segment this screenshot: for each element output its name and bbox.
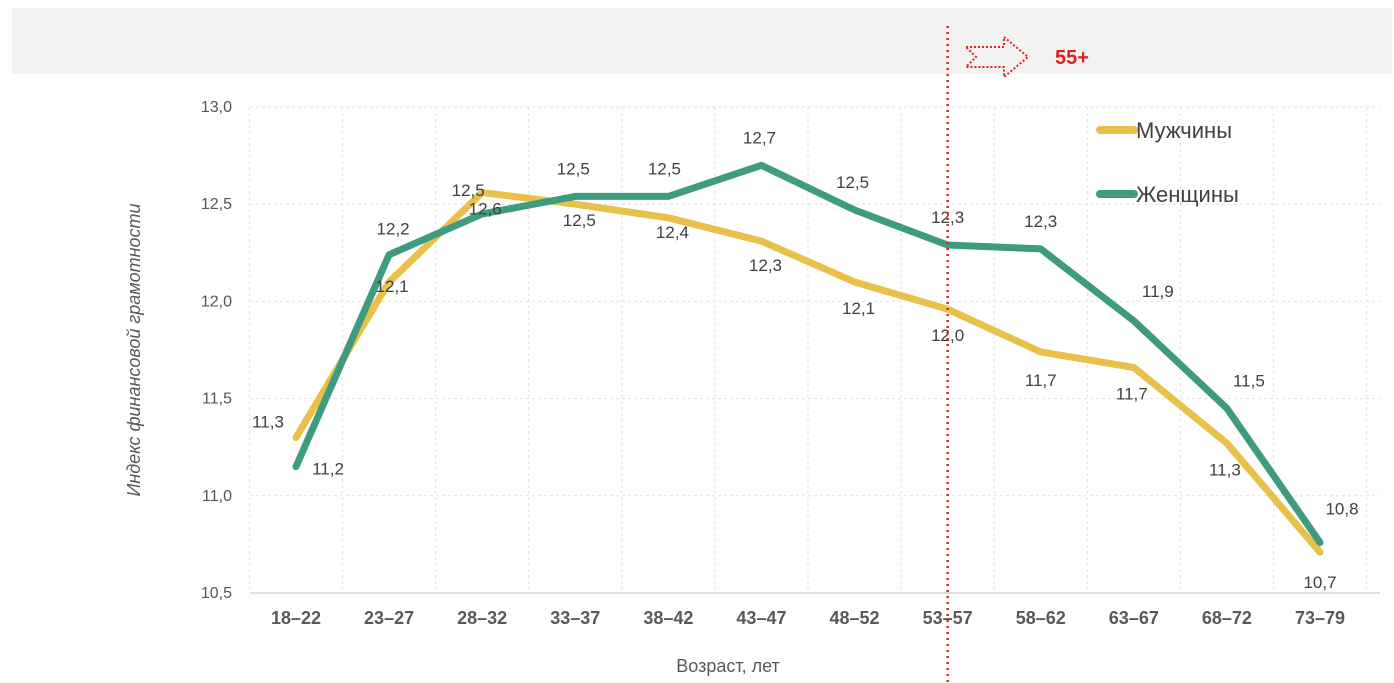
x-tick-label: 48–52 [830,608,880,628]
y-tick-label: 13,0 [201,99,232,116]
header-band [12,8,1392,74]
data-label-women: 12,5 [557,159,590,178]
x-tick-label: 68–72 [1202,608,1252,628]
y-tick-label: 12,0 [201,293,232,310]
x-tick-label: 33–37 [550,608,600,628]
y-tick-label: 12,5 [201,196,232,213]
x-axis-ticks: 18–22 23–27 28–32 33–37 38–42 43–47 48–52 53–57… [271,608,1345,628]
y-tick-label: 10,5 [201,585,232,602]
data-label-men: 11,7 [1025,371,1057,390]
data-label-men: 11,3 [252,412,284,431]
x-tick-label: 63–67 [1109,608,1159,628]
y-tick-label: 11,5 [202,391,232,408]
grid [248,106,1380,594]
data-label-women: 12,3 [1024,212,1057,231]
legend-label-men: Мужчины [1136,118,1232,143]
x-tick-label: 38–42 [643,608,693,628]
y-tick-label: 11,0 [202,488,232,505]
x-tick-label: 23–27 [364,608,414,628]
data-label-men: 12,1 [842,299,875,318]
data-label-men: 12,4 [656,223,689,242]
data-label-women: 12,3 [931,208,964,227]
data-label-men: 12,3 [749,256,782,275]
data-label-women: 10,8 [1325,499,1358,518]
data-label-men: 12,5 [563,211,596,230]
legend-label-women: Женщины [1136,182,1239,207]
data-label-women: 12,7 [743,128,776,147]
data-label-men: 12,6 [469,200,502,219]
x-tick-label: 18–22 [271,608,321,628]
data-labels: 11,312,112,612,512,412,312,112,011,711,7… [252,128,1358,592]
data-label-women: 11,9 [1142,282,1174,301]
y-axis-ticks: 10,5 11,0 11,5 12,0 12,5 13,0 [201,99,232,602]
data-label-women: 11,5 [1233,371,1265,390]
data-label-women: 12,5 [452,181,485,200]
x-tick-label: 53–57 [923,608,973,628]
x-tick-label: 28–32 [457,608,507,628]
data-label-women: 11,2 [312,460,344,479]
x-tick-label: 73–79 [1295,608,1345,628]
x-tick-label: 43–47 [736,608,786,628]
x-tick-label: 58–62 [1016,608,1066,628]
data-label-men: 11,7 [1116,384,1148,403]
data-label-women: 12,2 [377,220,410,239]
series-line-women [292,161,1324,546]
data-label-men: 11,3 [1209,460,1241,479]
legend: Мужчины Женщины [1096,118,1239,207]
age-55-marker-label: 55+ [1055,47,1089,69]
series-lines [292,161,1324,556]
data-label-men: 12,1 [376,277,409,296]
data-label-women: 12,5 [836,173,869,192]
data-label-men: 12,0 [931,326,964,345]
x-axis-title: Возраст, лет [676,656,780,676]
data-label-women: 12,5 [648,159,681,178]
arrow-right-icon [963,34,1030,80]
y-axis-title: Индекс финансовой грамотности [124,203,144,496]
series-line-men [292,189,1324,556]
data-label-men: 10,7 [1303,573,1336,592]
